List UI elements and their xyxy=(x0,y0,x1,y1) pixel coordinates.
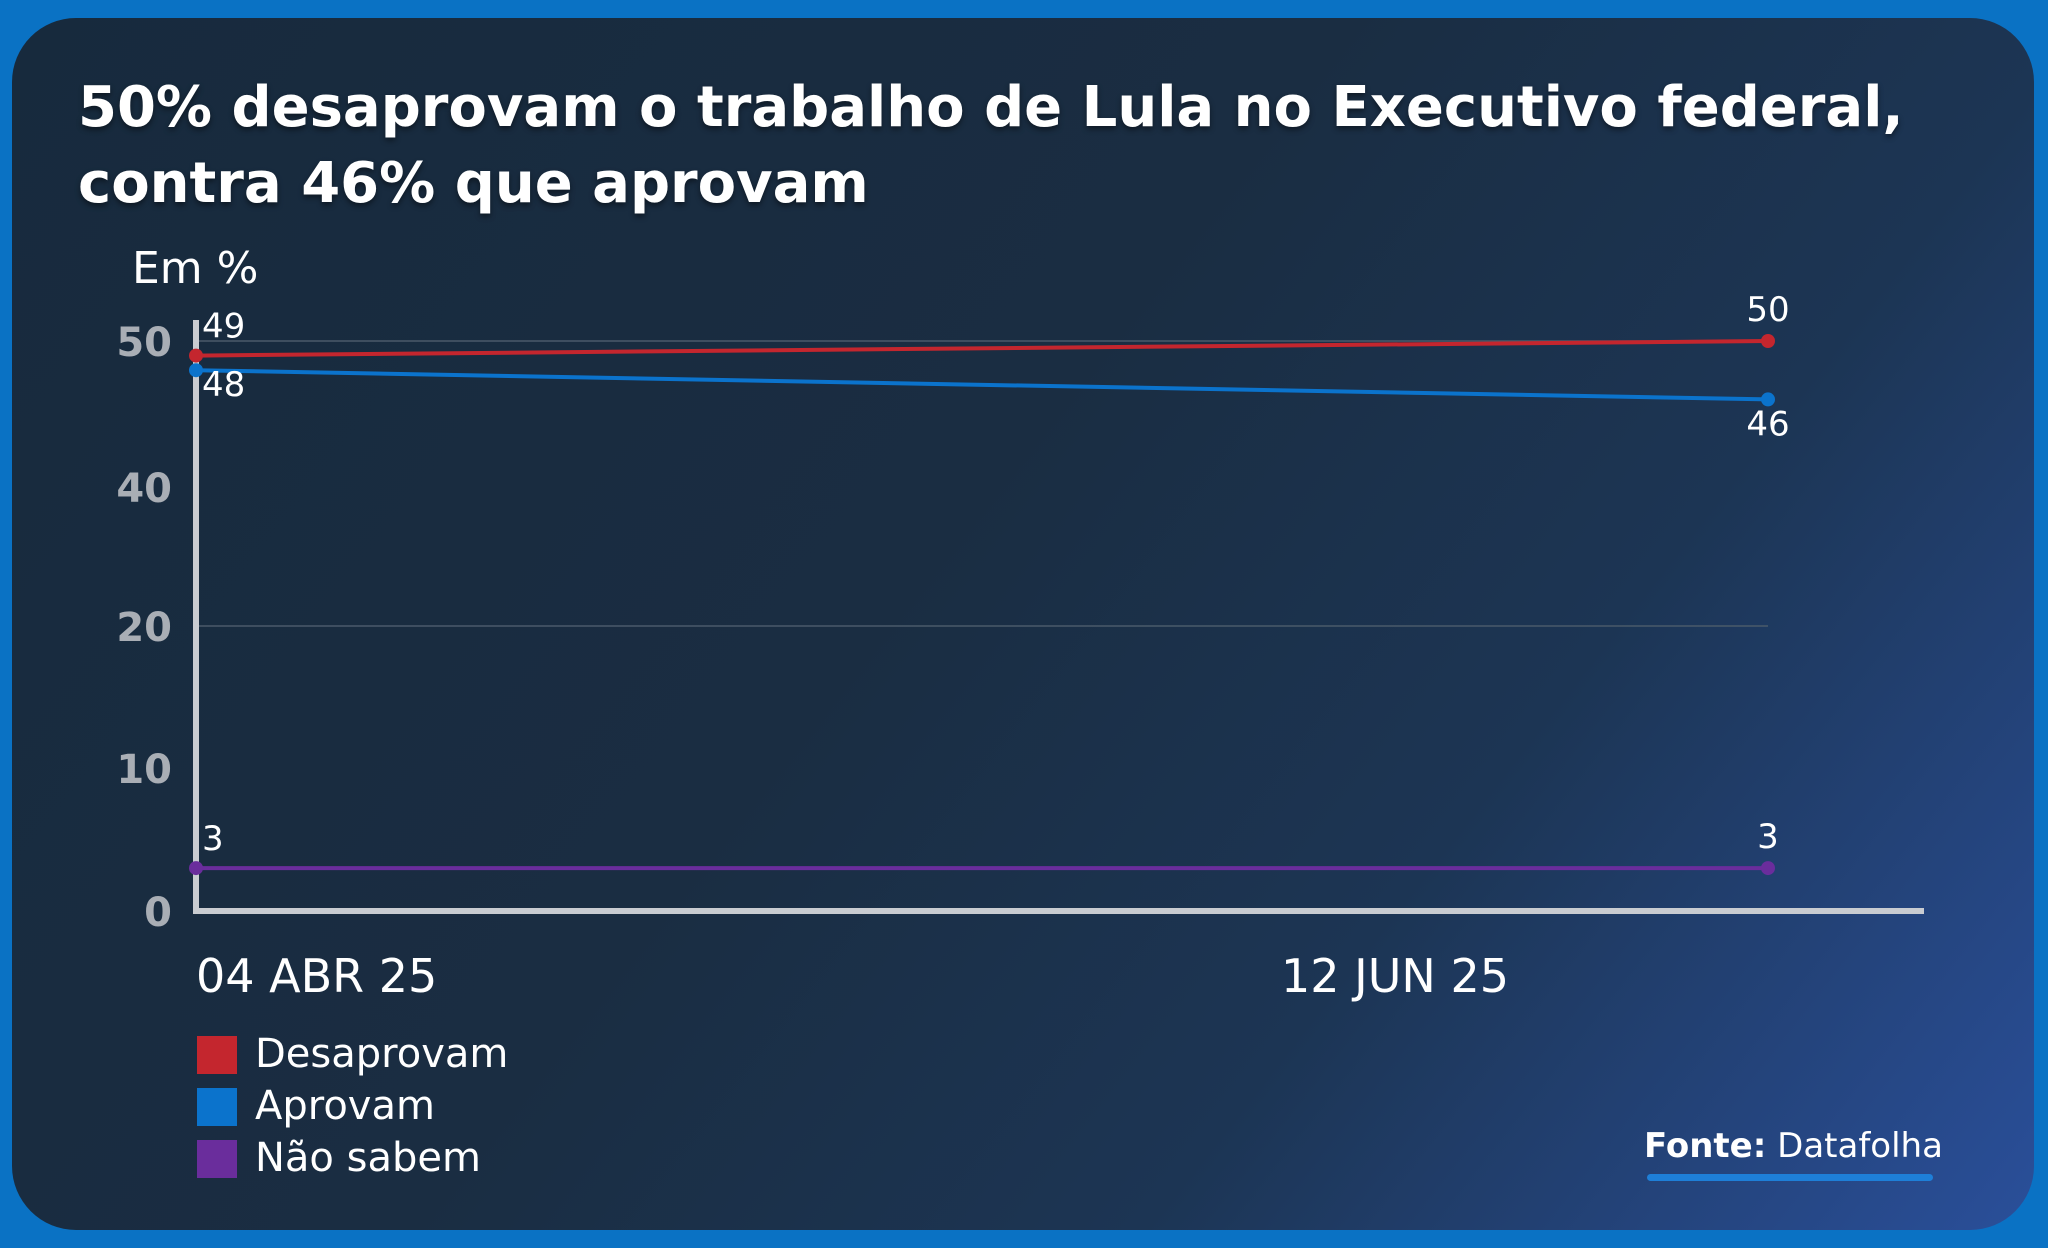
y-tick-label-10: 10 xyxy=(116,747,172,793)
chart-card: 50% desaprovam o trabalho de Lula no Exe… xyxy=(12,18,2034,1230)
data-point-aprovam-2 xyxy=(1761,392,1775,407)
legend-label-desaprovam: Desaprovam xyxy=(255,1031,509,1077)
data-label-aprovam-1: 48 xyxy=(202,365,245,405)
series-line-aprovam xyxy=(195,368,1769,402)
chart-title-line-2: contra 46% que aprovam xyxy=(78,151,869,216)
legend-swatch-aprovam xyxy=(197,1088,237,1126)
legend-label-nao-sabem: Não sabem xyxy=(255,1135,481,1181)
y-axis-label: Em % xyxy=(132,243,258,294)
x-tick-label-2: 12 JUN 25 xyxy=(1281,949,1509,1003)
data-label-nao-sabem-2: 3 xyxy=(1757,817,1779,857)
data-label-nao-sabem-1: 3 xyxy=(202,819,224,859)
y-tick-label-20: 20 xyxy=(116,605,172,651)
y-tick-label-40: 40 xyxy=(116,466,172,512)
data-label-aprovam-2: 46 xyxy=(1746,404,1789,444)
data-point-nao-sabem-2 xyxy=(1761,861,1775,876)
series-line-desaprovam xyxy=(195,339,1769,358)
legend-swatch-nao-sabem xyxy=(197,1140,237,1178)
data-point-nao-sabem-1 xyxy=(189,861,203,876)
chart-title-line-1: 50% desaprovam o trabalho de Lula no Exe… xyxy=(78,75,1904,140)
data-point-aprovam-1 xyxy=(189,363,203,378)
data-point-desaprovam-2 xyxy=(1761,334,1775,348)
source-value: Datafolha xyxy=(1777,1126,1943,1166)
x-tick-label-1: 04 ABR 25 xyxy=(196,949,437,1003)
source-credit: Fonte: Datafolha xyxy=(1644,1126,1943,1166)
line-chart: Em % 0 10 20 40 50 04 ABR 25 12 JUN 25 49 50 48 46 3… xyxy=(116,243,1924,1003)
source-label: Fonte: xyxy=(1644,1126,1767,1166)
data-point-desaprovam-1 xyxy=(189,348,203,363)
y-tick-label-50: 50 xyxy=(116,320,172,366)
chart-title: 50% desaprovam o trabalho de Lula no Exe… xyxy=(78,70,1928,222)
data-label-desaprovam-1: 49 xyxy=(202,307,245,347)
legend-label-aprovam: Aprovam xyxy=(255,1083,435,1129)
y-tick-label-0: 0 xyxy=(144,890,172,936)
legend-swatch-desaprovam xyxy=(197,1036,237,1074)
data-label-desaprovam-2: 50 xyxy=(1746,290,1789,330)
source-underline xyxy=(1647,1174,1933,1181)
